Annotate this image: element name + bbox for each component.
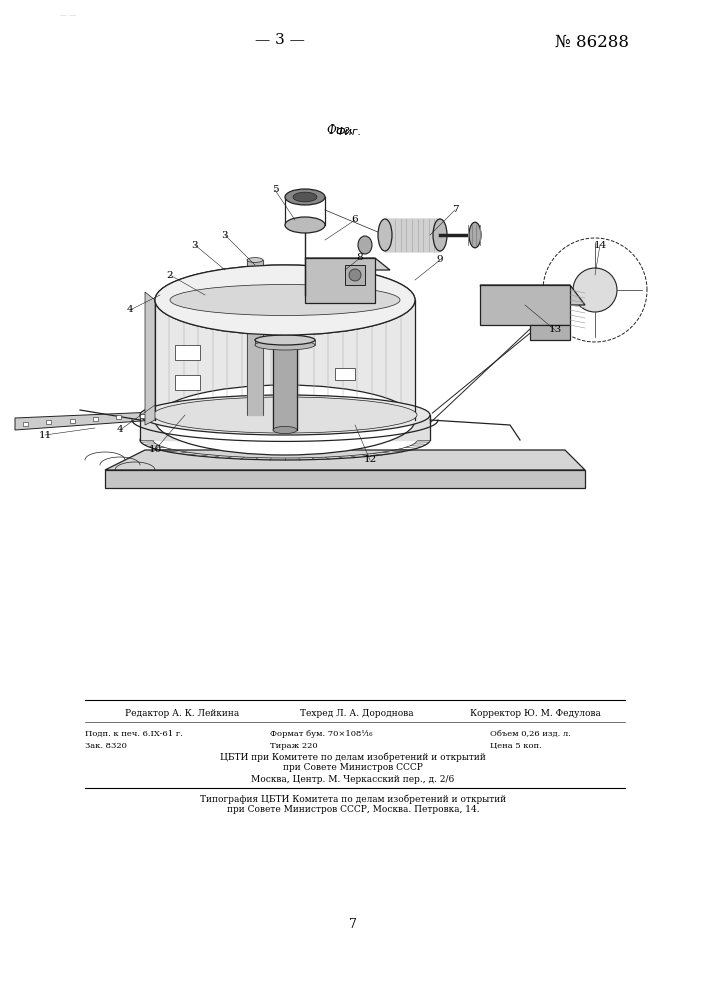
Polygon shape	[385, 219, 440, 251]
Ellipse shape	[255, 335, 315, 345]
Text: 6: 6	[351, 216, 358, 225]
Ellipse shape	[273, 276, 297, 284]
Text: Фиг.: Фиг.	[335, 127, 361, 137]
Ellipse shape	[155, 385, 415, 455]
Text: при Совете Министров СССР: при Совете Министров СССР	[283, 764, 423, 772]
Text: 13: 13	[549, 326, 561, 334]
Text: 10: 10	[148, 446, 162, 454]
Ellipse shape	[358, 236, 372, 254]
Ellipse shape	[573, 268, 617, 312]
Ellipse shape	[285, 189, 325, 205]
Ellipse shape	[469, 222, 481, 248]
Text: Редактор А. К. Лейкина: Редактор А. К. Лейкина	[125, 710, 239, 718]
Text: 7: 7	[349, 918, 357, 932]
Polygon shape	[155, 300, 415, 420]
Polygon shape	[145, 292, 155, 425]
Bar	[70, 419, 75, 423]
Text: при Совете Министров СССР, Москва. Петровка, 14.: при Совете Министров СССР, Москва. Петро…	[227, 806, 479, 814]
Bar	[140, 414, 145, 418]
Text: ЦБТИ при Комитете по делам изобретений и открытий: ЦБТИ при Комитете по делам изобретений и…	[220, 752, 486, 762]
Ellipse shape	[273, 426, 297, 434]
Bar	[175, 375, 200, 390]
Polygon shape	[305, 258, 375, 303]
Text: Формат бум. 70×108¹⁄₁₆: Формат бум. 70×108¹⁄₁₆	[270, 730, 373, 738]
Bar	[335, 368, 355, 380]
Ellipse shape	[170, 284, 400, 316]
Ellipse shape	[255, 340, 315, 350]
Text: Фиг.: Фиг.	[327, 123, 354, 136]
Text: 9: 9	[437, 255, 443, 264]
Text: 3: 3	[192, 240, 198, 249]
Ellipse shape	[313, 302, 335, 312]
Text: Объем 0,26 изд. л.: Объем 0,26 изд. л.	[490, 730, 571, 738]
Bar	[175, 345, 200, 360]
Polygon shape	[105, 450, 585, 470]
Bar	[47, 420, 52, 424]
Text: 2: 2	[167, 270, 173, 279]
Ellipse shape	[195, 300, 375, 330]
Text: 5: 5	[271, 186, 279, 194]
Text: 8: 8	[357, 253, 363, 262]
Polygon shape	[105, 470, 585, 488]
Text: — 3 —: — 3 —	[255, 33, 305, 47]
Text: 11: 11	[38, 430, 52, 440]
Ellipse shape	[155, 265, 415, 335]
Bar	[345, 265, 365, 285]
Text: Зак. 8320: Зак. 8320	[85, 742, 127, 750]
Text: 12: 12	[363, 456, 377, 464]
Text: — —: — —	[60, 12, 76, 18]
Ellipse shape	[378, 219, 392, 251]
Bar	[93, 417, 98, 421]
Polygon shape	[273, 280, 297, 430]
Ellipse shape	[247, 258, 263, 262]
Text: Москва, Центр. М. Черкасский пер., д. 2/6: Москва, Центр. М. Черкасский пер., д. 2/…	[252, 774, 455, 784]
Text: 4: 4	[127, 306, 134, 314]
Polygon shape	[305, 258, 390, 270]
Text: Цена 5 коп.: Цена 5 коп.	[490, 742, 542, 750]
Ellipse shape	[274, 326, 296, 336]
Text: Корректор Ю. М. Федулова: Корректор Ю. М. Федулова	[470, 710, 601, 718]
Polygon shape	[247, 260, 263, 415]
Polygon shape	[480, 285, 570, 325]
Ellipse shape	[293, 192, 317, 202]
Text: Типография ЦБТИ Комитета по делам изобретений и открытий: Типография ЦБТИ Комитета по делам изобре…	[200, 794, 506, 804]
Text: № 86288: № 86288	[555, 33, 629, 50]
Bar	[23, 422, 28, 426]
Text: 4: 4	[117, 426, 123, 434]
Polygon shape	[15, 412, 155, 430]
Ellipse shape	[235, 302, 257, 312]
Ellipse shape	[155, 265, 415, 335]
Polygon shape	[140, 415, 430, 440]
Ellipse shape	[140, 395, 430, 435]
Ellipse shape	[433, 219, 447, 251]
Circle shape	[349, 269, 361, 281]
Bar	[117, 415, 122, 419]
Polygon shape	[530, 325, 570, 340]
Text: Подп. к печ. 6.IX-61 г.: Подп. к печ. 6.IX-61 г.	[85, 730, 182, 738]
Text: 3: 3	[222, 231, 228, 239]
Polygon shape	[480, 285, 585, 305]
Text: Техред Л. А. Дороднова: Техред Л. А. Дороднова	[300, 710, 414, 718]
Text: Тираж 220: Тираж 220	[270, 742, 317, 750]
Ellipse shape	[153, 397, 417, 433]
Text: 14: 14	[593, 240, 607, 249]
Text: 7: 7	[452, 206, 458, 215]
Ellipse shape	[285, 217, 325, 233]
